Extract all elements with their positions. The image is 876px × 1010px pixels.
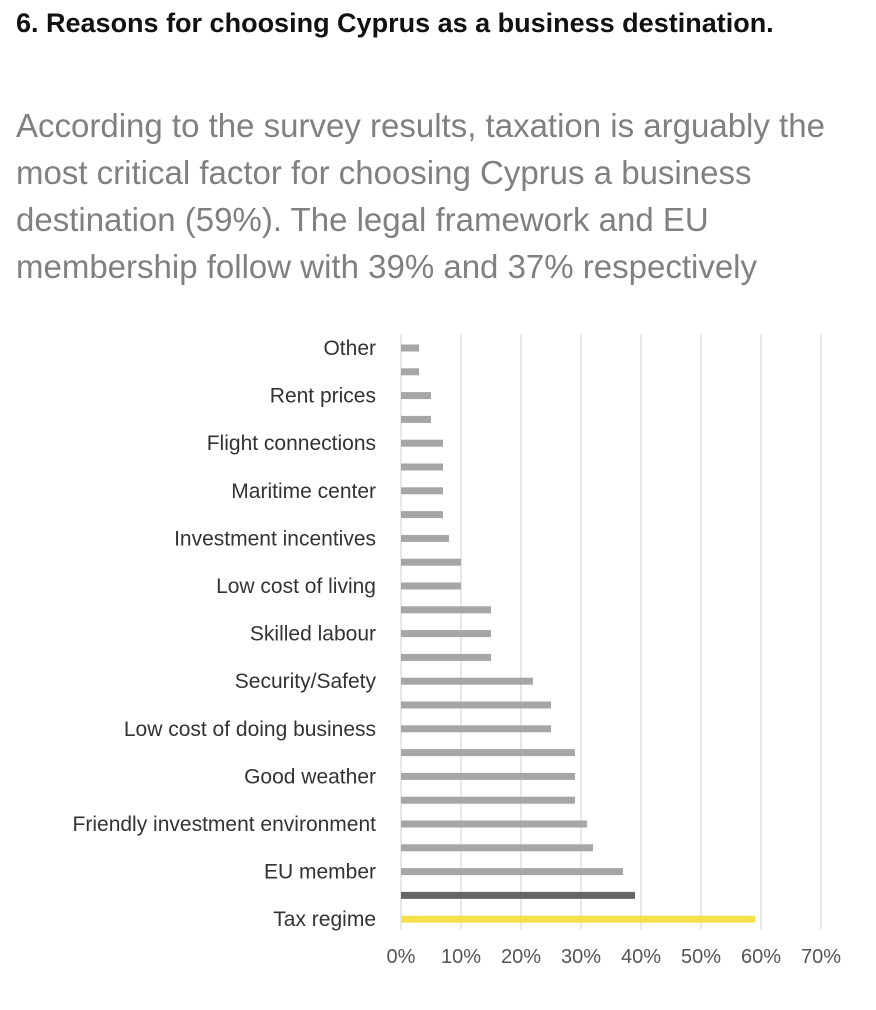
bar [401, 891, 635, 899]
bar [401, 725, 551, 733]
x-tick-label: 20% [501, 946, 541, 968]
x-tick-label: 30% [561, 946, 601, 968]
bar [401, 701, 551, 709]
bars [401, 344, 755, 923]
category-label: Other [323, 337, 376, 360]
category-label: Friendly investment environment [73, 813, 377, 836]
bar [401, 772, 575, 780]
x-axis-ticks: 0% 10% 20% 30% 40% 50% 60% 70% [387, 946, 842, 968]
category-label: Flight connections [207, 432, 376, 455]
bar [401, 439, 443, 447]
x-tick-label: 40% [621, 946, 661, 968]
category-label: Low cost of living [216, 575, 376, 598]
category-label: Maritime center [231, 480, 376, 503]
bar [401, 558, 461, 566]
bar [401, 653, 491, 661]
bar [401, 868, 623, 876]
x-tick-label: 70% [801, 946, 841, 968]
bar [401, 415, 431, 423]
bar [401, 677, 533, 685]
bar [401, 820, 587, 828]
category-label: Skilled labour [250, 623, 376, 646]
bar [401, 915, 755, 923]
x-tick-label: 10% [441, 946, 481, 968]
bar [401, 582, 461, 590]
category-label: Good weather [244, 765, 376, 788]
category-label: Security/Safety [235, 670, 377, 693]
bar [401, 796, 575, 804]
bar [401, 844, 593, 852]
category-label: Investment incentives [174, 527, 376, 550]
category-label: Low cost of doing business [124, 718, 376, 741]
category-label: Rent prices [270, 385, 376, 408]
page-title: 6. Reasons for choosing Cyprus as a busi… [16, 8, 774, 38]
bar [401, 511, 443, 519]
summary-text: According to the survey results, taxatio… [16, 107, 825, 285]
x-tick-label: 0% [387, 946, 416, 968]
bar [401, 344, 419, 352]
bar [401, 487, 443, 495]
category-label: EU member [264, 861, 376, 884]
category-labels: Other Rent prices Flight connections Mariti… [73, 337, 377, 931]
bar [401, 630, 491, 638]
bar [401, 463, 443, 471]
reasons-bar-chart: Other Rent prices Flight connections Mariti… [73, 334, 842, 968]
grid-lines [400, 334, 822, 930]
bar [401, 368, 419, 376]
category-label: Tax regime [273, 908, 376, 931]
bar [401, 749, 575, 757]
bar [401, 392, 431, 400]
bar [401, 606, 491, 614]
bar [401, 534, 449, 542]
x-tick-label: 60% [741, 946, 781, 968]
x-tick-label: 50% [681, 946, 721, 968]
